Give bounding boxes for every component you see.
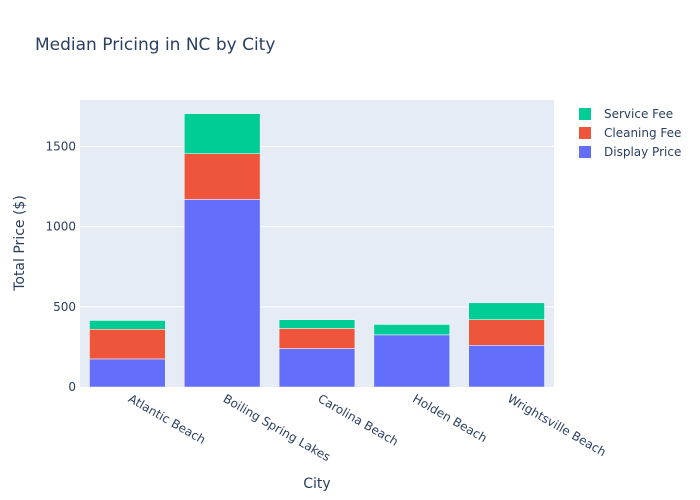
bar-cleaning-fee bbox=[468, 319, 545, 346]
bar-service-fee bbox=[184, 113, 261, 154]
bar-cleaning-fee bbox=[184, 153, 261, 200]
bar-service-fee bbox=[468, 302, 545, 320]
bars bbox=[89, 113, 545, 388]
bar-service-fee bbox=[278, 319, 356, 329]
bar-display-price bbox=[468, 345, 545, 388]
legend-item-cleaning-fee[interactable]: Cleaning Fee bbox=[579, 126, 681, 140]
legend-swatch bbox=[579, 146, 591, 158]
bar-service-fee bbox=[89, 320, 166, 330]
y-axis-ticks: 0 500 1000 1500 bbox=[45, 139, 76, 394]
x-axis-title: City bbox=[303, 476, 330, 492]
legend: Service Fee Cleaning Fee Display Price bbox=[579, 107, 681, 159]
legend-swatch bbox=[579, 127, 591, 139]
chart-title: Median Pricing in NC by City bbox=[35, 35, 275, 55]
bar-cleaning-fee bbox=[89, 329, 166, 360]
bar-service-fee bbox=[373, 324, 450, 336]
y-tick-label: 0 bbox=[68, 380, 76, 394]
y-tick-label: 500 bbox=[53, 300, 76, 314]
legend-item-display-price[interactable]: Display Price bbox=[579, 145, 681, 159]
legend-label: Service Fee bbox=[604, 107, 673, 121]
bar-display-price bbox=[89, 358, 166, 388]
y-tick-label: 1000 bbox=[45, 220, 76, 234]
legend-label: Cleaning Fee bbox=[604, 126, 681, 140]
legend-label: Display Price bbox=[604, 145, 681, 159]
legend-swatch bbox=[579, 108, 591, 120]
legend-item-service-fee[interactable]: Service Fee bbox=[579, 107, 673, 121]
bar-cleaning-fee bbox=[278, 328, 356, 349]
y-axis-title: Total Price ($) bbox=[12, 195, 28, 292]
bar-display-price bbox=[278, 348, 356, 388]
y-tick-label: 1500 bbox=[45, 139, 76, 153]
bar-display-price bbox=[373, 334, 450, 388]
bar-display-price bbox=[184, 199, 261, 388]
